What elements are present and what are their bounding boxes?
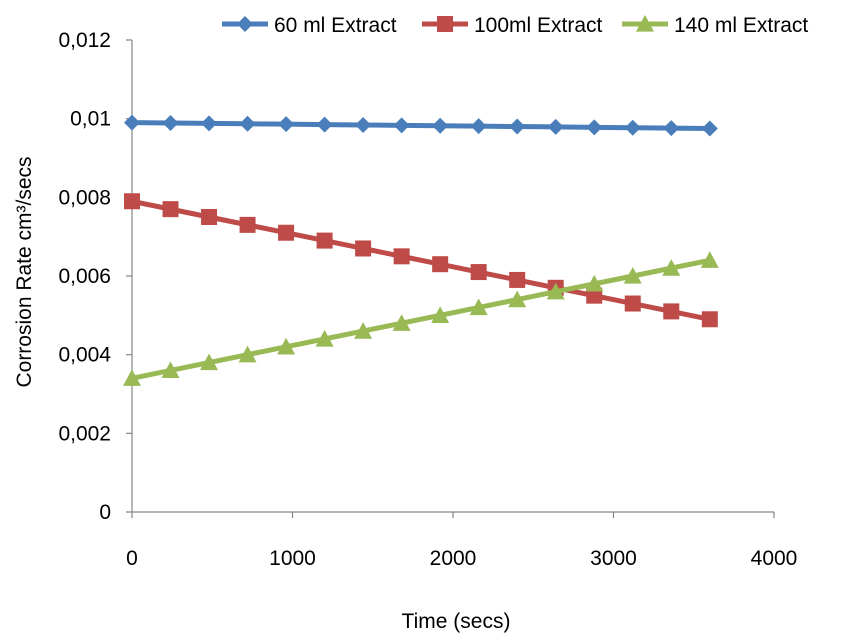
data-point-triangle	[123, 369, 141, 386]
data-point-square	[239, 216, 256, 233]
y-tick-label: 0,006	[58, 265, 111, 288]
legend: 60 ml Extract 100ml Extract 140 ml Extract	[222, 14, 808, 37]
data-point-diamond	[663, 120, 680, 137]
data-point-triangle	[636, 15, 654, 32]
data-point-triangle	[623, 267, 642, 284]
data-point-square	[509, 271, 526, 288]
series-1	[124, 114, 718, 137]
data-point-square	[162, 201, 179, 218]
series-line	[131, 198, 711, 322]
data-point-square	[124, 193, 140, 210]
data-point-diamond	[624, 119, 641, 136]
data-point-triangle	[662, 259, 681, 276]
data-point-square	[701, 311, 718, 328]
data-point-triangle	[585, 274, 604, 292]
series-2	[124, 193, 718, 328]
data-point-square	[624, 295, 641, 312]
data-point-square	[278, 224, 295, 241]
series-layer	[123, 114, 719, 386]
data-point-diamond	[393, 117, 410, 134]
x-axis-label: Time (secs)	[402, 610, 511, 633]
data-point-square	[201, 209, 218, 225]
data-point-square	[355, 240, 372, 257]
legend-item-2: 100ml Extract	[422, 14, 603, 37]
data-point-square	[432, 256, 449, 273]
data-point-diamond	[316, 116, 333, 133]
data-point-triangle	[161, 361, 180, 379]
y-tick-label: 0,004	[58, 344, 111, 367]
data-point-diamond	[239, 115, 256, 132]
legend-item-1: 60 ml Extract	[222, 14, 397, 37]
data-point-triangle	[546, 282, 565, 300]
data-point-triangle	[238, 345, 257, 363]
axes: 0 0,002 0,004 0,006 0,008 0,01 0,012 0 1000 2000 3…	[58, 29, 797, 570]
x-tick-label: 0	[126, 547, 138, 570]
data-point-triangle	[469, 298, 488, 316]
data-point-diamond	[586, 119, 603, 136]
x-tick-label: 1000	[269, 547, 316, 570]
series-line	[131, 120, 710, 131]
data-point-triangle	[700, 251, 719, 268]
legend-item-3: 140 ml Extract	[622, 14, 808, 37]
data-point-diamond	[432, 117, 449, 134]
x-tick-label: 3000	[590, 547, 637, 570]
data-point-diamond	[124, 114, 140, 131]
data-point-diamond	[470, 118, 487, 135]
data-point-square	[470, 264, 487, 281]
data-point-triangle	[431, 306, 450, 323]
x-tick-label: 4000	[751, 547, 798, 570]
data-point-diamond	[355, 116, 372, 133]
y-tick-label: 0,008	[58, 186, 111, 209]
y-tick-label: 0,01	[70, 108, 111, 131]
data-point-triangle	[200, 353, 219, 371]
data-point-diamond	[201, 115, 218, 132]
data-point-triangle	[392, 314, 411, 331]
legend-label: 140 ml Extract	[674, 14, 808, 37]
data-point-triangle	[315, 329, 334, 347]
data-point-diamond	[237, 16, 253, 32]
x-tick-label: 2000	[430, 547, 477, 570]
data-point-square	[586, 287, 603, 304]
data-point-triangle	[508, 290, 527, 308]
data-point-triangle	[277, 337, 296, 355]
series-line	[131, 257, 711, 381]
data-point-diamond	[509, 118, 526, 135]
y-tick-label: 0	[99, 501, 111, 524]
data-point-diamond	[278, 116, 295, 133]
y-tick-label: 0,002	[58, 422, 111, 445]
y-tick-label: 0,012	[58, 29, 111, 52]
data-point-triangle	[354, 322, 373, 339]
data-point-square	[316, 232, 333, 249]
data-point-diamond	[701, 120, 718, 137]
series-3	[123, 251, 719, 386]
legend-label: 60 ml Extract	[274, 14, 397, 37]
data-point-diamond	[547, 118, 564, 135]
data-point-diamond	[162, 114, 179, 131]
data-point-square	[437, 16, 453, 32]
data-point-square	[393, 248, 410, 265]
data-point-square	[663, 303, 680, 320]
y-axis-label: Corrosion Rate cm³/secs	[13, 156, 36, 387]
legend-label: 100ml Extract	[474, 14, 603, 37]
